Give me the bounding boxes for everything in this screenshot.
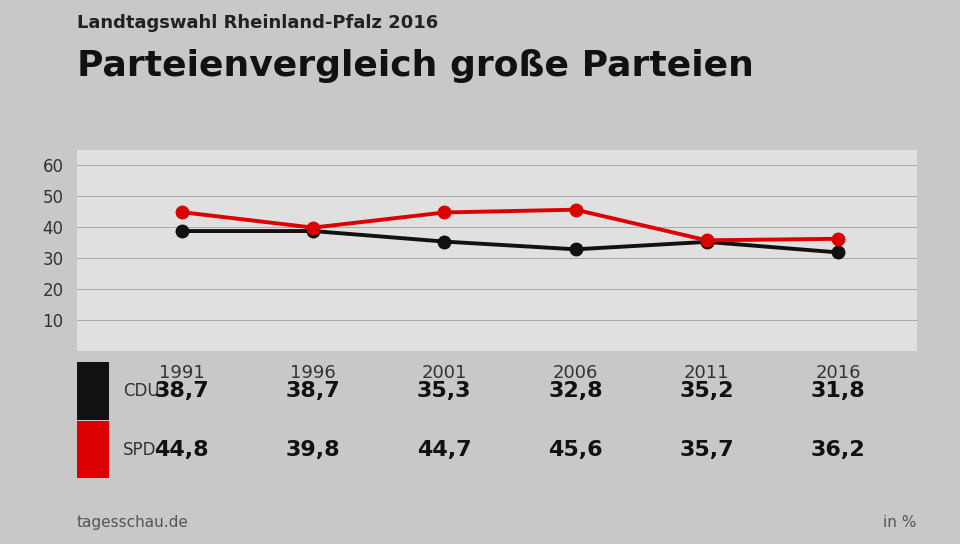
Text: tagesschau.de: tagesschau.de bbox=[77, 515, 189, 530]
Text: SPD: SPD bbox=[123, 441, 156, 459]
Text: 35,2: 35,2 bbox=[680, 381, 734, 401]
Text: 35,3: 35,3 bbox=[417, 381, 471, 401]
Text: 36,2: 36,2 bbox=[811, 440, 865, 460]
Text: 35,7: 35,7 bbox=[680, 440, 734, 460]
Text: 31,8: 31,8 bbox=[810, 381, 865, 401]
Text: 45,6: 45,6 bbox=[548, 440, 603, 460]
Text: 32,8: 32,8 bbox=[548, 381, 603, 401]
Text: 44,7: 44,7 bbox=[417, 440, 471, 460]
Text: CDU: CDU bbox=[123, 382, 159, 400]
Bar bbox=[77, 421, 108, 478]
Text: Landtagswahl Rheinland-Pfalz 2016: Landtagswahl Rheinland-Pfalz 2016 bbox=[77, 14, 438, 32]
Text: 44,8: 44,8 bbox=[155, 440, 209, 460]
Text: in %: in % bbox=[883, 515, 917, 530]
Text: 38,7: 38,7 bbox=[155, 381, 209, 401]
Text: 39,8: 39,8 bbox=[286, 440, 341, 460]
Bar bbox=[77, 362, 108, 419]
Text: 38,7: 38,7 bbox=[286, 381, 341, 401]
Text: Parteienvergleich große Parteien: Parteienvergleich große Parteien bbox=[77, 49, 754, 83]
